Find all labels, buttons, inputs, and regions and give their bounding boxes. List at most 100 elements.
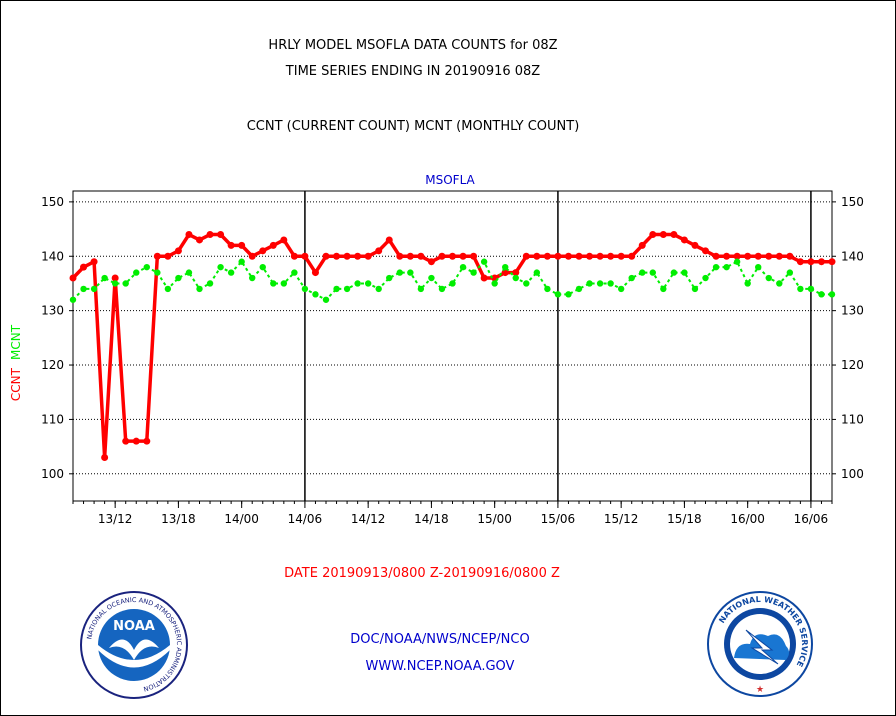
data-point-mcnt xyxy=(133,269,140,276)
data-point-mcnt xyxy=(101,274,108,282)
data-point-mcnt xyxy=(154,269,161,276)
data-point-ccnt xyxy=(512,269,520,277)
data-point-ccnt xyxy=(744,252,752,260)
data-point-ccnt xyxy=(111,274,119,282)
data-point-mcnt xyxy=(438,285,446,293)
y-tick-label-right: 150 xyxy=(841,195,864,209)
data-point-ccnt xyxy=(786,252,794,260)
y-tick-label-left: 100 xyxy=(41,467,64,481)
data-point-ccnt xyxy=(196,236,203,244)
data-point-ccnt xyxy=(649,231,657,239)
data-point-mcnt xyxy=(364,280,372,287)
data-point-ccnt xyxy=(554,252,562,260)
data-point-mcnt xyxy=(617,285,625,293)
data-point-mcnt xyxy=(111,280,119,287)
y-tick-label-right: 130 xyxy=(841,304,864,318)
data-point-ccnt xyxy=(702,247,709,255)
subtitle: CCNT (CURRENT COUNT) MCNT (MONTHLY COUNT… xyxy=(246,119,580,134)
data-point-ccnt xyxy=(617,252,625,260)
data-point-ccnt xyxy=(333,252,341,260)
data-point-ccnt xyxy=(775,252,783,260)
data-point-ccnt xyxy=(153,252,161,260)
data-point-ccnt xyxy=(459,252,467,260)
data-point-mcnt xyxy=(491,280,498,287)
date-range-label: DATE 20190913/0800 Z-20190916/0800 Z xyxy=(284,566,560,581)
data-point-mcnt xyxy=(175,274,182,282)
data-point-mcnt xyxy=(291,269,298,276)
website-link[interactable]: WWW.NCEP.NOAA.GOV xyxy=(365,659,515,674)
data-point-ccnt xyxy=(122,437,130,445)
data-point-mcnt xyxy=(797,285,804,293)
y-axis-label-ccnt: CCNT xyxy=(9,367,23,401)
data-point-ccnt xyxy=(807,258,815,266)
data-point-mcnt xyxy=(596,280,604,287)
noaa-logo-text: NOAA xyxy=(113,619,155,634)
x-tick-label: 15/18 xyxy=(667,512,702,526)
data-point-ccnt xyxy=(143,437,151,445)
data-point-ccnt xyxy=(628,252,636,260)
data-point-ccnt xyxy=(238,241,246,249)
data-point-ccnt xyxy=(311,269,319,277)
data-point-mcnt xyxy=(565,291,572,298)
data-point-mcnt xyxy=(217,263,224,271)
data-point-ccnt xyxy=(301,252,309,260)
data-point-mcnt xyxy=(417,285,425,293)
x-tick-label: 14/06 xyxy=(288,512,323,526)
x-tick-label: 13/12 xyxy=(98,512,133,526)
data-point-ccnt xyxy=(80,263,88,271)
data-point-ccnt xyxy=(796,258,804,266)
data-point-ccnt xyxy=(364,252,372,260)
data-point-mcnt xyxy=(185,269,193,276)
data-point-mcnt xyxy=(270,280,277,287)
x-tick-label: 16/06 xyxy=(794,512,829,526)
data-point-mcnt xyxy=(322,296,330,303)
data-point-mcnt xyxy=(122,280,129,287)
data-point-ccnt xyxy=(670,231,678,239)
data-point-mcnt xyxy=(164,285,172,293)
x-tick-label: 13/18 xyxy=(161,512,196,526)
data-point-mcnt xyxy=(428,274,435,282)
y-tick-label-right: 110 xyxy=(841,412,864,426)
data-point-mcnt xyxy=(80,285,87,293)
data-point-ccnt xyxy=(470,252,478,260)
y-tick-label-left: 120 xyxy=(41,358,64,372)
data-point-mcnt xyxy=(691,285,699,293)
title-line-2: TIME SERIES ENDING IN 20190916 08Z xyxy=(285,64,541,79)
data-point-mcnt xyxy=(90,285,98,293)
data-point-mcnt xyxy=(818,291,825,298)
data-point-mcnt xyxy=(807,285,815,293)
data-point-mcnt xyxy=(670,269,678,276)
data-point-mcnt xyxy=(607,280,614,287)
data-point-ccnt xyxy=(259,247,267,255)
data-point-mcnt xyxy=(449,280,456,287)
data-point-ccnt xyxy=(575,252,583,260)
data-point-mcnt xyxy=(828,291,836,298)
data-point-mcnt xyxy=(523,280,530,287)
y-tick-label-left: 140 xyxy=(41,249,64,263)
x-tick-label: 14/12 xyxy=(351,512,386,526)
data-point-ccnt xyxy=(438,252,446,260)
data-point-ccnt xyxy=(354,252,362,260)
nws-logo: NATIONAL WEATHER SERVICE ★ xyxy=(707,591,813,697)
x-tick-label: 14/00 xyxy=(224,512,259,526)
data-point-mcnt xyxy=(69,296,77,303)
y-tick-label-left: 150 xyxy=(41,195,64,209)
data-point-ccnt xyxy=(174,247,182,255)
data-point-ccnt xyxy=(269,241,277,249)
data-point-mcnt xyxy=(227,269,235,276)
data-point-mcnt xyxy=(196,285,203,293)
data-point-mcnt xyxy=(459,263,467,271)
y-axis-label: CCNT MCNT xyxy=(9,324,23,401)
data-point-mcnt xyxy=(143,263,150,271)
data-point-mcnt xyxy=(375,285,382,293)
data-point-mcnt xyxy=(628,274,635,282)
svg-text:★: ★ xyxy=(756,685,764,695)
data-point-ccnt xyxy=(659,231,667,239)
data-point-ccnt xyxy=(217,231,225,239)
data-point-ccnt xyxy=(90,258,98,266)
data-point-ccnt xyxy=(406,252,414,260)
data-point-ccnt xyxy=(396,252,404,260)
data-point-mcnt xyxy=(470,269,477,276)
data-point-ccnt xyxy=(680,236,688,244)
data-point-mcnt xyxy=(649,269,656,276)
